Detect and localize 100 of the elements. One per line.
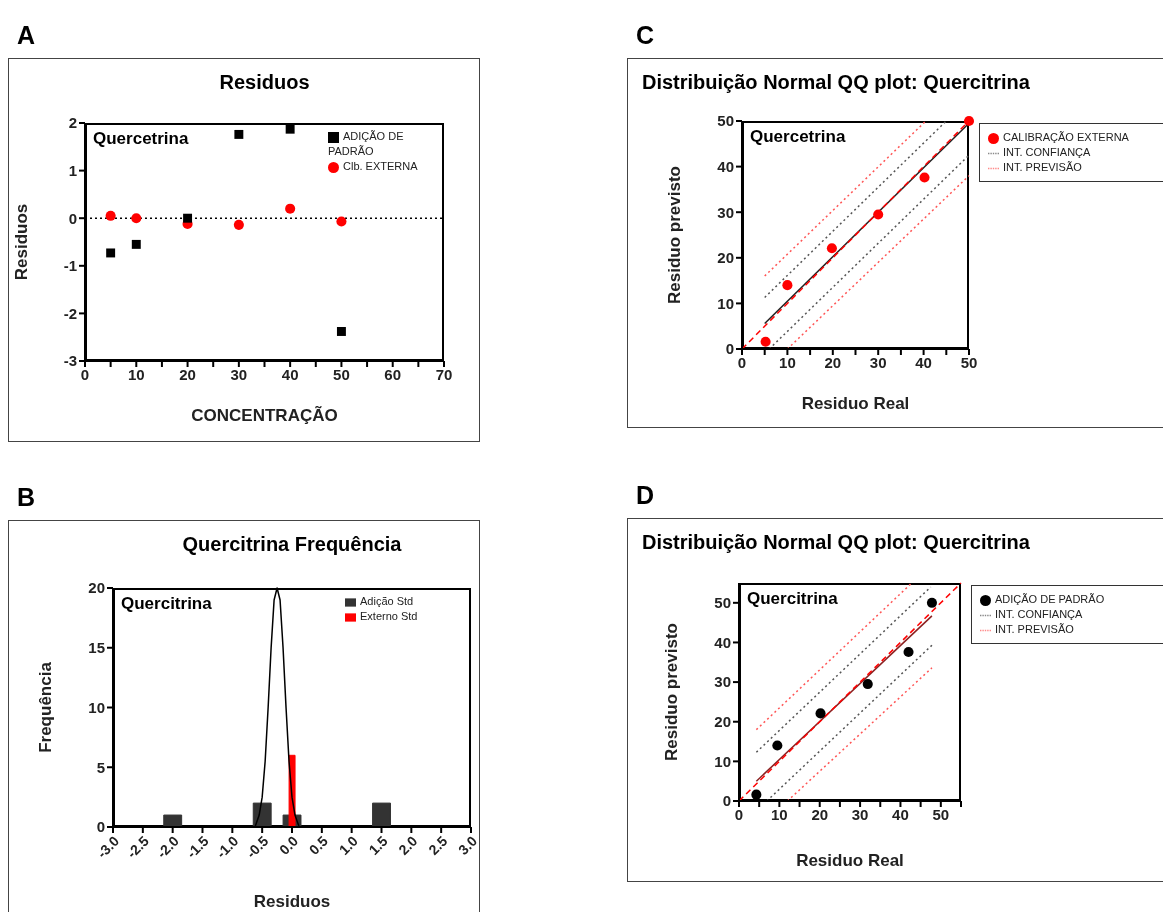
text: A	[17, 21, 36, 50]
x-tick-label: -1.0	[213, 832, 242, 862]
point	[772, 740, 783, 751]
x-axis-title: Residuos	[253, 892, 331, 911]
point	[815, 708, 826, 719]
point	[105, 210, 116, 221]
x-tick-label: 2.5	[425, 832, 451, 858]
point	[131, 213, 142, 224]
y-tick-label: -2	[63, 304, 77, 322]
annotation: Quercitrina	[747, 589, 838, 609]
y-tick-label: 5	[96, 758, 105, 776]
x-tick-label: 30	[869, 353, 887, 371]
point	[285, 124, 295, 134]
y-tick-label: 10	[717, 294, 734, 312]
legend-label: INT. CONFIANÇA	[995, 608, 1083, 620]
chart-title: Distribuição Normal QQ plot: Quercitrina	[642, 71, 1030, 94]
y-tick-label: 30	[717, 203, 734, 221]
x-tick-label: 50	[960, 353, 978, 371]
bar	[372, 802, 391, 828]
point	[963, 115, 975, 127]
legend-label: Adição Std	[360, 595, 414, 607]
x-axis-title: CONCENTRAÇÃO	[191, 405, 338, 425]
chart-title: Residuos	[218, 71, 311, 94]
x-tick-label: 2.0	[395, 832, 421, 858]
y-tick-label: 0	[725, 340, 734, 358]
text: B	[17, 483, 36, 512]
point	[862, 679, 873, 690]
annotation: Quercetrina	[93, 129, 189, 149]
point	[183, 213, 193, 223]
y-tick-label: -1	[63, 257, 77, 275]
x-tick-label: 0	[737, 353, 747, 371]
bar	[163, 814, 183, 828]
x-tick-label: 1.5	[365, 832, 391, 858]
y-tick-label: 50	[714, 594, 731, 612]
x-tick-label: 30	[230, 365, 248, 383]
legend-label: INT. CONFIANÇA	[1003, 146, 1091, 158]
y-tick-label: 20	[88, 579, 105, 597]
x-tick-label: 20	[179, 365, 196, 383]
y-tick-label: 50	[717, 112, 734, 130]
x-tick-label: 50	[932, 805, 950, 823]
y-tick-label: 10	[714, 752, 731, 770]
x-tick-label: 40	[915, 353, 932, 371]
y-tick-label: 20	[714, 713, 731, 731]
y-tick-label: 2	[68, 114, 77, 132]
y-tick-label: 0	[68, 209, 77, 227]
x-axis-title: Residuo Real	[801, 394, 910, 413]
y-tick-label: 0	[722, 792, 731, 810]
x-tick-label: -0.5	[242, 832, 272, 862]
legend-label: ADIÇÃO DE PADRÃO	[995, 593, 1105, 605]
y-axis-title: Residuo previsto	[665, 166, 685, 304]
x-tick-label: 40	[281, 365, 299, 383]
x-tick-label: -2.5	[123, 832, 153, 862]
legend-label: INT. PREVISÃO	[1003, 161, 1082, 173]
x-tick-label: 20	[824, 353, 842, 371]
x-tick-label: 0.5	[305, 832, 332, 858]
point	[926, 597, 937, 608]
point	[285, 203, 296, 214]
x-tick-label: 3.0	[455, 832, 481, 858]
y-axis-title: Residuos	[12, 203, 32, 281]
point	[336, 216, 347, 227]
point	[873, 209, 884, 220]
y-tick-label: 40	[717, 157, 734, 175]
x-tick-label: 10	[771, 805, 788, 823]
text: C	[636, 21, 655, 50]
point	[233, 219, 244, 230]
legend-label: INT. PREVISÃO	[995, 623, 1074, 635]
x-tick-label: 0.0	[276, 832, 302, 858]
point	[782, 280, 793, 291]
point	[336, 327, 346, 336]
point	[826, 243, 837, 254]
point	[919, 172, 930, 183]
x-axis-title: Residuo Real	[796, 851, 904, 870]
x-tick-label: 60	[384, 365, 402, 383]
text: D	[636, 481, 655, 510]
chart-title: Distribuição Normal QQ plot: Quercitrina	[642, 531, 1030, 554]
x-tick-label: 40	[892, 805, 909, 823]
x-tick-label: 20	[811, 805, 829, 823]
y-tick-label: 1	[68, 161, 77, 179]
point	[234, 129, 244, 139]
point	[751, 789, 762, 800]
point	[903, 646, 914, 657]
y-tick-label: 15	[88, 639, 105, 657]
point	[106, 248, 116, 258]
y-tick-label: 20	[717, 249, 734, 267]
y-tick-label: 40	[714, 633, 731, 651]
legend-label: CALIBRAÇÃO EXTERNA	[1003, 131, 1129, 143]
annotation: Quercitrina	[121, 594, 212, 614]
x-tick-label: 1.0	[335, 832, 361, 858]
y-axis-title: Residuo previsto	[662, 623, 682, 761]
y-tick-label: -3	[63, 352, 77, 370]
legend-label: Clb. EXTERNA	[343, 160, 418, 172]
point	[760, 336, 771, 347]
annotation: Quercetrina	[750, 127, 846, 147]
chart-title: Quercitrina Frequência	[181, 533, 403, 556]
y-tick-label: 30	[714, 673, 731, 691]
x-tick-label: 10	[127, 365, 145, 383]
x-tick-label: -2.0	[153, 832, 182, 862]
x-tick-label: 30	[851, 805, 869, 823]
y-tick-label: 10	[88, 698, 105, 716]
legend-label: ADIÇÃO DE PADRÃO	[328, 130, 404, 157]
